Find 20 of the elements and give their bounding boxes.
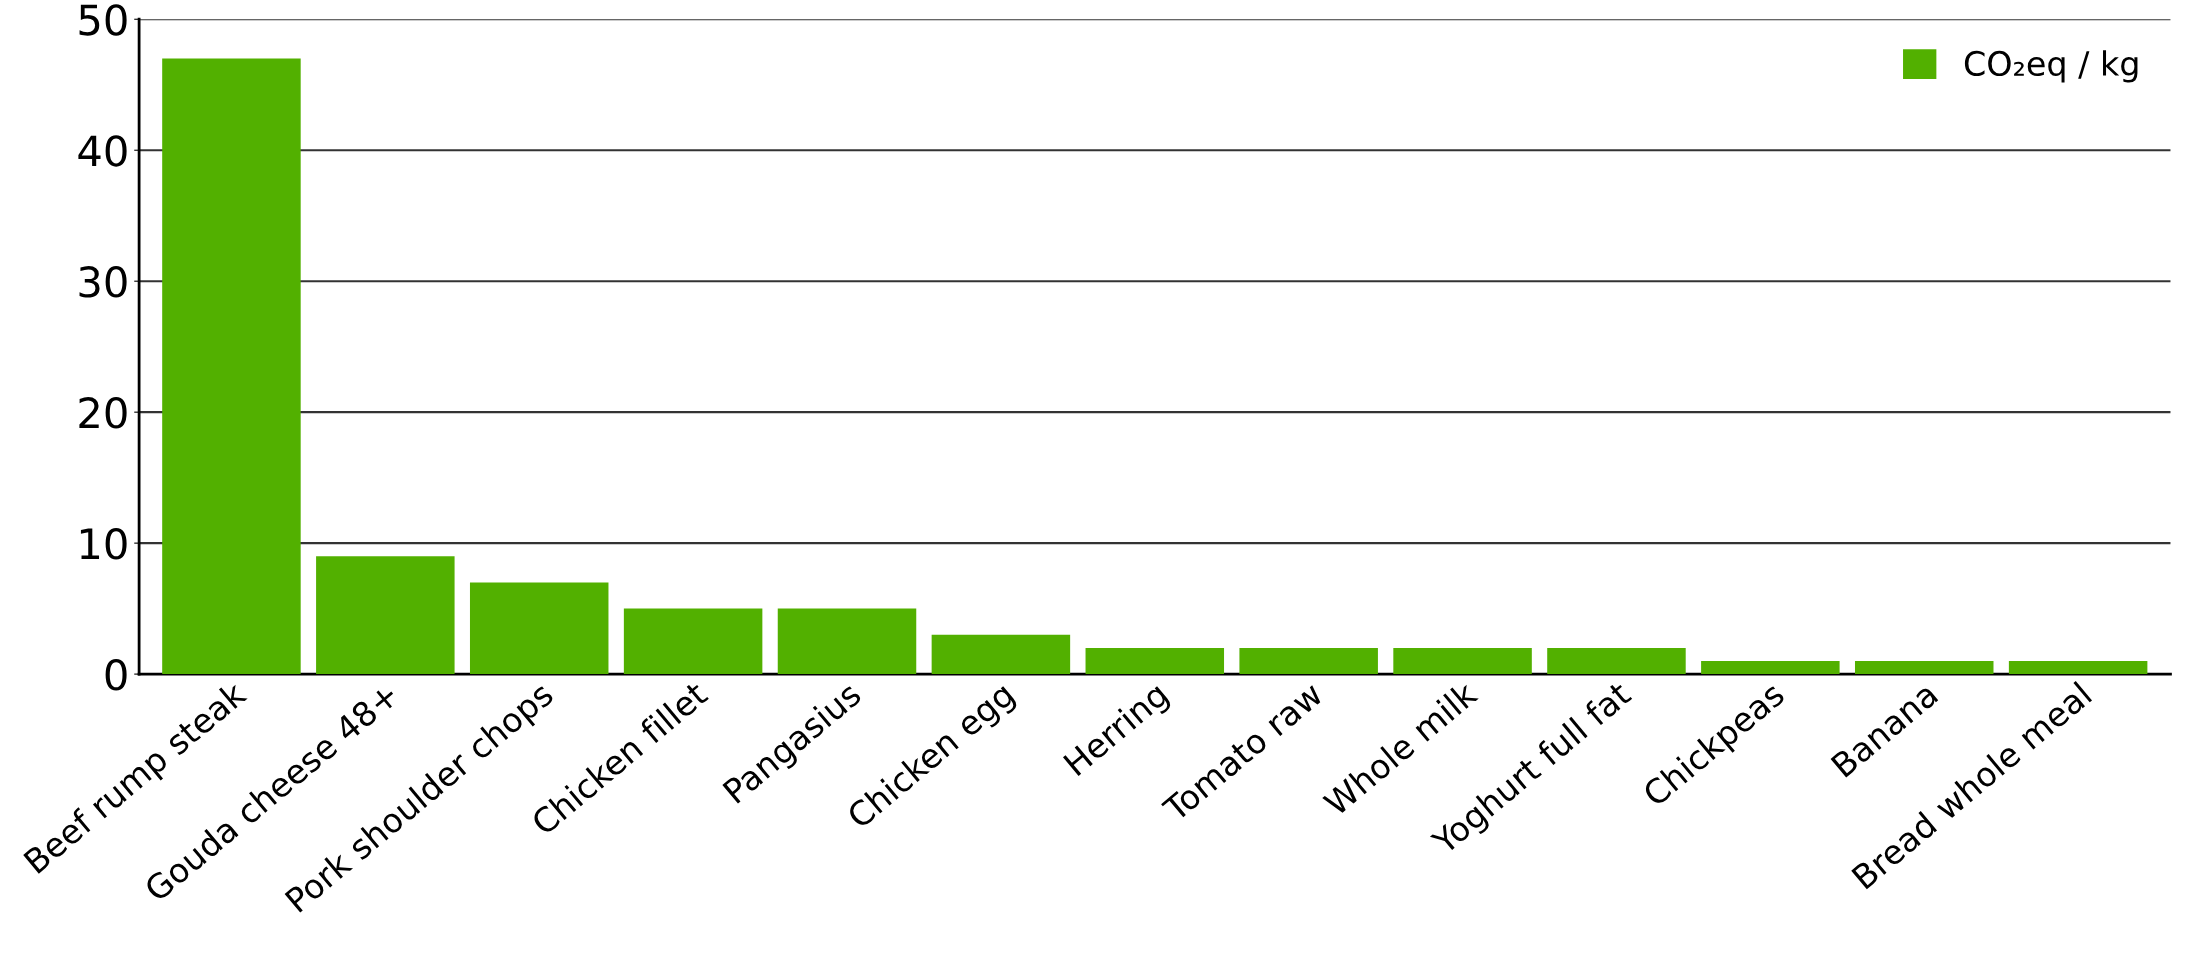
y-tick-label: 20	[79, 397, 127, 429]
y-tick-label: 40	[78, 135, 127, 167]
bar	[623, 608, 763, 675]
bar	[1239, 647, 1378, 675]
bar	[162, 58, 301, 675]
y-tick-label: 0	[105, 659, 127, 691]
legend-label: CO₂eq / kg	[1964, 50, 2138, 83]
bar	[316, 556, 455, 675]
bar	[2008, 661, 2148, 675]
bar	[1854, 661, 1994, 675]
bar	[931, 634, 1071, 675]
y-tick-label: 50	[79, 4, 127, 36]
y-tick-label: 10	[80, 528, 127, 560]
bar	[777, 608, 917, 675]
bar	[1701, 661, 1840, 675]
y-tick-label: 30	[79, 266, 127, 298]
bar	[1547, 647, 1686, 675]
bar	[469, 582, 609, 675]
bar	[1393, 647, 1532, 675]
bar	[1085, 647, 1225, 675]
